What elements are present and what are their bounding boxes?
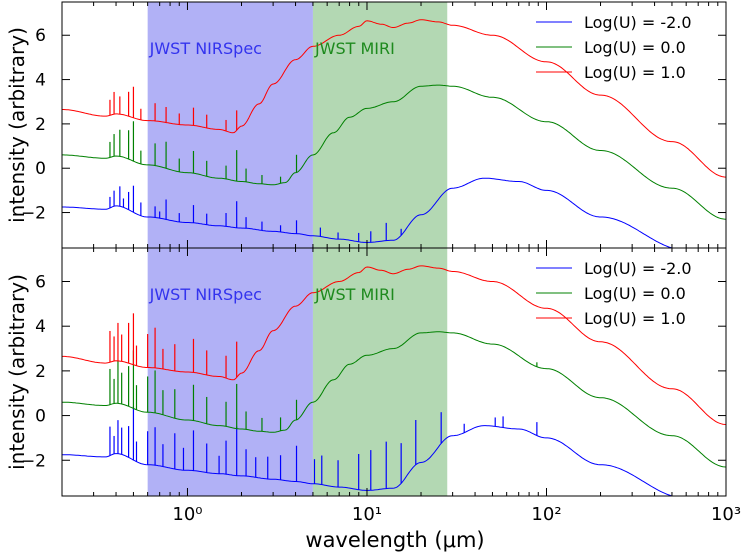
y-tick-label-4: 6: [35, 273, 46, 293]
series-line-1: [62, 331, 726, 468]
y-tick-label-2: 2: [35, 115, 46, 135]
legend-label-2: Log(U) = 1.0: [584, 63, 686, 82]
miri-label: JWST MIRI: [314, 39, 395, 58]
legend-label-2: Log(U) = 1.0: [584, 309, 686, 328]
y-tick-label-1: 0: [35, 407, 46, 427]
legend-label-1: Log(U) = 0.0: [584, 38, 686, 57]
x-axis: 10⁰ 10¹ 10² 10³: [172, 504, 741, 525]
series-line-1: [62, 84, 726, 220]
series-line-0: [62, 425, 674, 496]
x-tick-label-2: 10²: [531, 504, 561, 525]
y-axis-label: intensity (arbitrary): [5, 27, 29, 223]
series-line-2: [62, 19, 726, 178]
axes-frame: [61, 247, 727, 497]
legend-label-1: Log(U) = 0.0: [584, 284, 686, 303]
y-tick-label-0: −2: [21, 204, 46, 224]
top-panel: JWST NIRSpec JWST MIRI Log(U) = -2.0 Log(U)…: [5, 1, 727, 249]
series-line-0: [62, 177, 674, 248]
x-tick-label-1: 10¹: [352, 504, 382, 525]
plot-area: [62, 265, 726, 496]
nirspec-label: JWST NIRSpec: [149, 39, 262, 58]
miri-label: JWST MIRI: [314, 285, 395, 304]
x-tick-label-3: 10³: [711, 504, 741, 525]
legend-label-0: Log(U) = -2.0: [584, 259, 692, 278]
x-axis-label: wavelength (μm): [305, 528, 484, 552]
nirspec-label: JWST NIRSpec: [149, 285, 262, 304]
y-tick-label-3: 4: [35, 71, 46, 91]
y-tick-label-3: 4: [35, 317, 46, 337]
y-tick-label-2: 2: [35, 362, 46, 382]
y-axis-label: intensity (arbitrary): [5, 274, 29, 470]
nirspec-band: [147, 2, 313, 248]
series-line-2: [62, 265, 726, 425]
y-tick-label-0: −2: [21, 451, 46, 471]
bottom-panel: JWST NIRSpec JWST MIRI Log(U) = -2.0 Log(U)…: [5, 247, 727, 497]
miri-band: [312, 248, 448, 496]
legend-label-0: Log(U) = -2.0: [584, 13, 692, 32]
plot-area: [62, 19, 726, 248]
y-tick-label-4: 6: [35, 26, 46, 46]
y-tick-label-1: 0: [35, 159, 46, 179]
x-tick-label-0: 10⁰: [172, 504, 202, 525]
miri-band: [312, 2, 448, 248]
